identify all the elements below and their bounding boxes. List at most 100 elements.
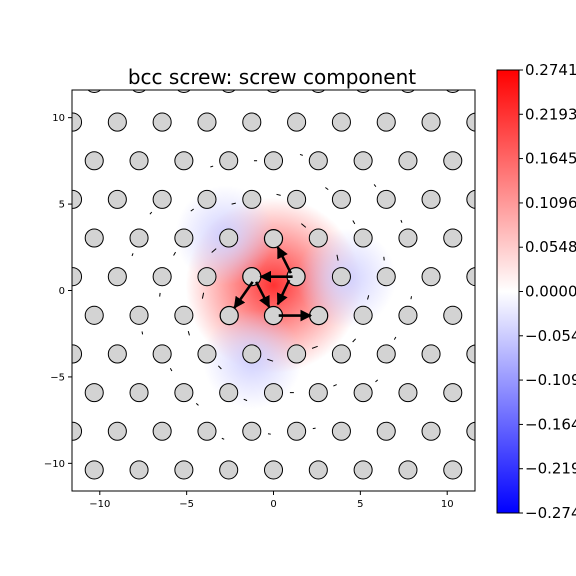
lattice-atom [331,344,351,364]
lattice-atom [72,267,83,287]
lattice-atom [129,305,149,325]
lattice-atom [174,305,194,325]
lattice-atom [132,90,146,93]
lattice-atom [152,189,172,209]
displacement-mark [276,193,281,196]
chart-title: bcc screw: screw component [128,65,416,89]
core-atom [263,229,284,249]
lattice-atom [398,151,418,171]
lattice-atom [219,383,239,403]
lattice-atom [466,189,475,209]
lattice-atom [443,151,463,171]
lattice-atom [107,344,127,364]
lattice-atom [308,228,328,248]
displacement-mark [231,202,236,205]
lattice-atom [353,228,373,248]
lattice-atom [308,383,328,403]
y-tick-label: −5 [50,372,65,383]
displacement-mark [410,296,412,300]
displacement-mark [375,379,379,383]
lattice-atom [197,421,217,441]
lattice-atom [242,112,262,132]
displacement-mark [131,253,134,257]
lattice-atom [356,90,371,93]
y-tick-label: −10 [44,459,65,470]
lattice-atom [421,189,441,209]
lattice-atom [287,112,307,132]
lattice-atom [331,421,351,441]
colorbar-tick-label: 0.0548 [525,238,576,256]
x-tick-label: −5 [179,499,194,510]
displacement-arrow [276,246,293,274]
displacement-mark [221,437,225,440]
lattice-atom [72,189,83,209]
displacement-mark [149,211,153,215]
lattice-atom [287,189,307,209]
lattice-atom [376,421,396,441]
lattice-atom [197,267,217,287]
lattice-atom [398,228,418,248]
colorbar-tick-label: −0.2741 [525,504,576,522]
lattice-atom [263,460,284,480]
lattice-atom [263,383,284,403]
lattice-atom [353,383,373,403]
lattice-atom [376,267,396,287]
lattice-atom [398,305,418,325]
lattice-atom [174,383,194,403]
colorbar-tick-label: −0.1645 [525,415,576,433]
lattice-atom [129,460,149,480]
x-tick-label: 10 [441,499,454,510]
plot-area [72,90,475,480]
colorbar-tick-label: 0.0000 [525,283,576,301]
lattice-atom [443,228,463,248]
displacement-mark [195,403,199,406]
lattice-atom [353,151,373,171]
lattice-atom [308,151,328,171]
lattice-atom [84,460,104,480]
lattice-atom [421,344,441,364]
displacement-mark [211,248,217,253]
displacement-arrow [233,281,254,309]
colorbar-tick-label: −0.1096 [525,371,576,389]
lattice-atom [466,344,475,364]
lattice-atom [107,421,127,441]
displacement-mark [352,338,357,343]
lattice-atom [84,151,104,171]
lattice-atom [287,344,307,364]
displacement-mark [267,358,274,362]
displacement-mark [393,336,397,340]
lattice-atom [84,228,104,248]
lattice-atom [219,151,239,171]
lattice-atom [107,267,127,287]
lattice-atom [87,90,102,93]
displacement-mark [300,223,307,228]
lattice-atom [152,112,172,132]
lattice-atom [197,189,217,209]
core-atom [219,305,239,326]
displacement-mark [210,165,214,168]
lattice-atom [287,421,307,441]
lattice-atom [129,151,149,171]
displacement-arrow [254,281,271,308]
x-tick-label: 0 [270,499,276,510]
displacement-mark [400,219,403,223]
lattice-atom [398,383,418,403]
colorbar-tick-label: −0.0548 [525,327,576,345]
lattice-atom [421,267,441,287]
colorbar-tick-label: 0.2193 [525,105,576,123]
lattice-atom [84,383,104,403]
displacement-mark [367,295,370,300]
lattice-atom [242,189,262,209]
core-atom [309,305,329,326]
x-tick-label: −10 [89,499,110,510]
lattice-atom [72,344,83,364]
lattice-atom [242,421,262,441]
lattice-atom [129,383,149,403]
lattice-atom [174,151,194,171]
displacement-mark [311,345,318,349]
colorbar-tick-label: 0.1096 [525,194,576,212]
lattice-atom [331,189,351,209]
lattice-atom [311,90,326,93]
lattice-atom [353,460,373,480]
